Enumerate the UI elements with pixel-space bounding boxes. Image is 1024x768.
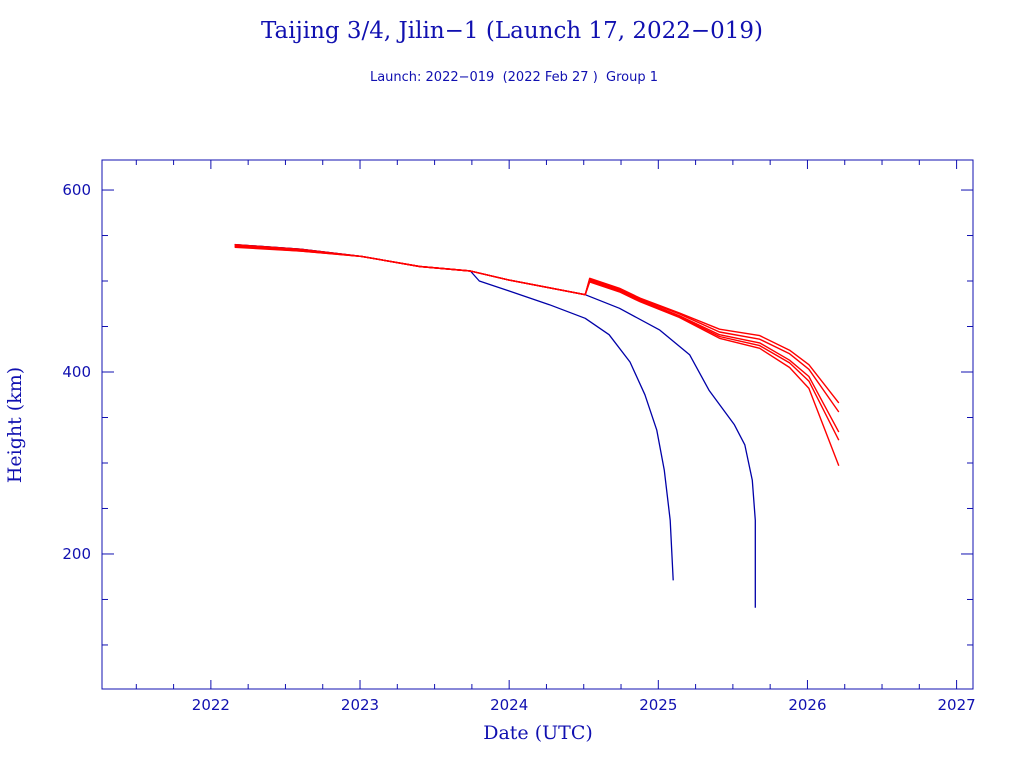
x-axis-label: Date (UTC) [483,722,593,744]
series-red-3 [234,245,840,433]
x-tick-label: 2022 [192,696,230,714]
plot-frame [101,159,974,690]
series-red-5 [234,246,840,466]
x-tick-label: 2024 [490,696,528,714]
series-red-4 [234,245,840,441]
x-tick-label: 2027 [938,696,976,714]
y-tick-label: 600 [62,181,91,199]
x-tick-label: 2026 [788,696,826,714]
series-red-2 [234,244,840,413]
y-tick-label: 200 [62,545,91,563]
series-lines [234,243,840,608]
x-tick-label: 2025 [639,696,677,714]
chart-title: Taijing 3/4, Jilin−1 (Launch 17, 2022−01… [261,18,763,44]
y-tick-label: 400 [62,363,91,381]
series-red-1 [234,243,840,404]
chart-subtitle: Launch: 2022−019 (2022 Feb 27 ) Group 1 [370,70,658,85]
series-blue-1 [234,243,674,581]
y-axis-label: Height (km) [4,367,26,483]
axis-ticks: 2022 2023 2024 2025 2026 2027 200 400 600 [62,160,976,714]
series-blue-2 [234,243,756,608]
x-tick-label: 2023 [341,696,379,714]
